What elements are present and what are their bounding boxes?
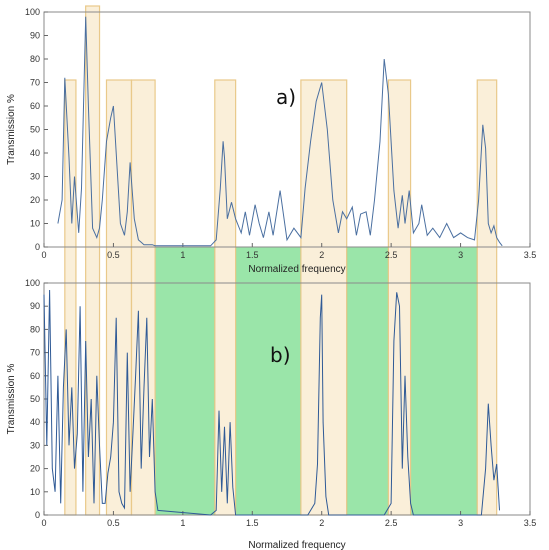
panel-b-ticks: 0 0.5 1 1.5 2 2.5 3 3.5 0 10 20 30 40 50 60 70 80 90 100 [25, 278, 536, 528]
highlight-band-3 [130, 79, 156, 516]
panel-b: 0 0.5 1 1.5 2 2.5 3 3.5 0 10 20 30 40 50 60 70 80 90 100 N… [6, 278, 536, 550]
x-tick-label: 2.5 [385, 518, 398, 528]
y-tick-label: 60 [30, 101, 40, 111]
y-tick-label: 20 [30, 195, 40, 205]
y-tick-label: 40 [30, 148, 40, 158]
x-tick-label: 1.5 [246, 250, 259, 260]
y-tick-label: 80 [30, 54, 40, 64]
panel-b-y-axis-label: Transmission % [6, 364, 17, 435]
highlight-band-layer [64, 5, 498, 516]
panel-a-ticks: 0 0.5 1 1.5 2 2.5 3 3.5 0 10 20 30 40 50 60 70 80 90 100 [25, 7, 536, 260]
x-tick-label: 0 [41, 518, 46, 528]
y-tick-label: 60 [30, 371, 40, 381]
green-band-3 [410, 246, 478, 516]
panel-b-x-axis-label: Normalized frequency [248, 540, 345, 550]
x-tick-label: 0.5 [107, 518, 120, 528]
x-tick-label: 3 [458, 250, 463, 260]
x-tick-label: 1 [180, 518, 185, 528]
x-tick-label: 2 [319, 518, 324, 528]
y-tick-label: 40 [30, 417, 40, 427]
y-tick-label: 10 [30, 487, 40, 497]
x-tick-label: 2.5 [385, 250, 398, 260]
green-band-0 [154, 246, 216, 516]
highlight-band-2 [105, 79, 133, 516]
x-tick-label: 3 [458, 518, 463, 528]
panel-a: 0 0.5 1 1.5 2 2.5 3 3.5 0 10 20 30 40 50 60 70 80 90 100 N… [6, 7, 536, 275]
panel-a-y-axis-label: Transmission % [6, 94, 17, 165]
y-tick-label: 100 [25, 278, 40, 288]
green-band-1 [235, 246, 302, 516]
y-tick-label: 70 [30, 348, 40, 358]
panel-b-series-line [43, 289, 500, 516]
y-tick-label: 10 [30, 219, 40, 229]
x-tick-label: 1.5 [246, 518, 259, 528]
green-band-2 [346, 246, 389, 516]
y-tick-label: 70 [30, 78, 40, 88]
y-tick-label: 0 [35, 242, 40, 252]
y-tick-label: 50 [30, 394, 40, 404]
y-tick-label: 30 [30, 172, 40, 182]
y-tick-label: 100 [25, 7, 40, 17]
y-tick-label: 80 [30, 324, 40, 334]
highlight-band-7 [476, 79, 498, 516]
y-tick-label: 90 [30, 31, 40, 41]
y-tick-label: 50 [30, 125, 40, 135]
panel-a-label: a) [276, 85, 296, 109]
y-tick-label: 20 [30, 464, 40, 474]
x-tick-label: 3.5 [524, 250, 537, 260]
x-tick-label: 0.5 [107, 250, 120, 260]
x-tick-label: 1 [180, 250, 185, 260]
panel-a-x-axis-label: Normalized frequency [248, 264, 345, 275]
x-tick-label: 2 [319, 250, 324, 260]
panel-b-label: b) [270, 343, 291, 367]
x-tick-label: 3.5 [524, 518, 537, 528]
y-tick-label: 30 [30, 440, 40, 450]
panel-a-series-line [57, 16, 503, 247]
x-tick-label: 0 [41, 250, 46, 260]
y-tick-label: 90 [30, 301, 40, 311]
y-tick-label: 0 [35, 510, 40, 520]
